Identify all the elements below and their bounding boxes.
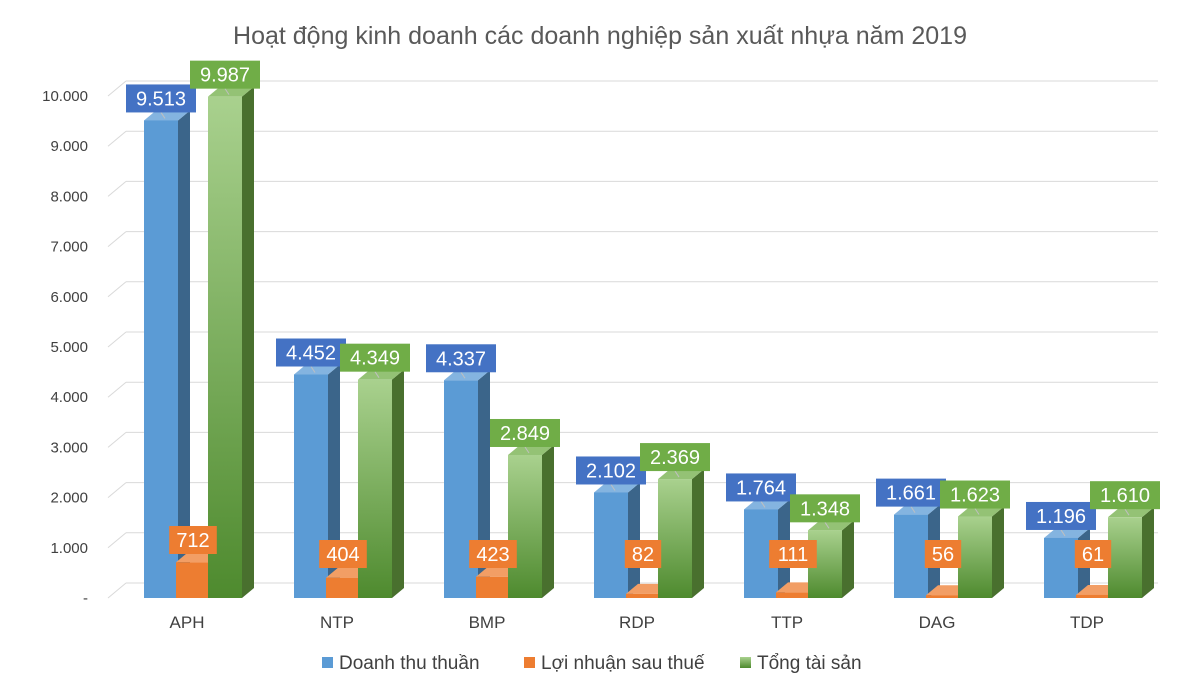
y-tick-label: 9.000 xyxy=(50,138,88,155)
y-tick-label: 3.000 xyxy=(50,439,88,456)
data-label-dag-series-1: 1.661 xyxy=(876,478,946,513)
legend-item-1: Doanh thu thuần xyxy=(322,653,480,674)
data-label-ntp-series-1: 4.452 xyxy=(276,338,346,373)
data-label-ntp-series-3: 4.349 xyxy=(340,343,410,378)
svg-text:1.661: 1.661 xyxy=(886,483,936,505)
y-tick-label: 10.000 xyxy=(42,88,88,105)
y-tick-label: 5.000 xyxy=(50,339,88,356)
x-axis: APH NTP BMP RDP TTP DAG TDP xyxy=(170,613,1104,632)
svg-text:4.452: 4.452 xyxy=(286,343,336,365)
gridline-diagonal xyxy=(107,80,127,97)
data-label-ttp-series-2: 111 xyxy=(769,540,817,568)
gridline-diagonal xyxy=(107,482,127,498)
svg-text:1.610: 1.610 xyxy=(1100,485,1150,507)
legend-label: Tổng tài sản xyxy=(757,653,862,674)
gridline-diagonal xyxy=(107,281,127,298)
legend-label: Doanh thu thuần xyxy=(339,653,480,674)
y-tick-label: - xyxy=(83,590,88,607)
x-tick-label: DAG xyxy=(919,613,956,632)
gridline-diagonal xyxy=(107,432,127,448)
data-label-tdp-series-3: 1.610 xyxy=(1090,481,1160,516)
y-tick-label: 6.000 xyxy=(50,289,88,306)
data-label-dag-series-2: 56 xyxy=(924,540,962,568)
data-label-rdp-series-2: 82 xyxy=(624,540,662,568)
svg-text:4.337: 4.337 xyxy=(436,348,486,370)
gridline-diagonal xyxy=(107,381,127,398)
gridline-diagonal xyxy=(107,181,127,197)
y-tick-label: 2.000 xyxy=(50,490,88,507)
svg-text:1.764: 1.764 xyxy=(736,477,786,499)
x-tick-label: BMP xyxy=(469,613,506,632)
svg-text:9.513: 9.513 xyxy=(136,88,186,110)
svg-text:1.348: 1.348 xyxy=(800,498,850,520)
svg-text:82: 82 xyxy=(632,544,654,566)
chart-title: Hoạt động kinh doanh các doanh nghiệp sả… xyxy=(233,22,967,50)
gridline-diagonal xyxy=(107,231,127,247)
x-tick-label: APH xyxy=(170,613,205,632)
data-label-rdp-series-1: 2.102 xyxy=(576,456,646,491)
legend: Doanh thu thuần Lợi nhuận sau thuế Tổng tà… xyxy=(322,653,862,674)
svg-text:404: 404 xyxy=(326,544,359,566)
y-tick-label: 1.000 xyxy=(50,540,88,557)
svg-text:423: 423 xyxy=(476,544,509,566)
data-label-bmp-series-1: 4.337 xyxy=(426,344,496,379)
svg-text:4.349: 4.349 xyxy=(350,348,400,370)
legend-swatch xyxy=(524,657,535,668)
svg-text:1.196: 1.196 xyxy=(1036,506,1086,528)
svg-text:111: 111 xyxy=(778,544,808,566)
svg-text:56: 56 xyxy=(932,544,954,566)
data-label-bmp-series-3: 2.849 xyxy=(490,418,560,454)
svg-text:2.849: 2.849 xyxy=(500,423,550,445)
data-label-aph-series-2: 712 xyxy=(169,526,217,554)
x-tick-label: RDP xyxy=(619,613,655,632)
bar-aph-series-3 xyxy=(208,86,254,599)
data-label-rdp-series-3: 2.369 xyxy=(640,443,710,478)
legend-swatch xyxy=(740,657,751,668)
data-label-tdp-series-2: 61 xyxy=(1074,540,1112,568)
data-label-ttp-series-3: 1.348 xyxy=(790,494,860,529)
data-label-bmp-series-2: 423 xyxy=(469,540,517,568)
data-label-ntp-series-2: 404 xyxy=(319,540,367,568)
gridline-diagonal xyxy=(107,130,127,147)
bar-ntp-series-1 xyxy=(294,364,340,598)
legend-swatch xyxy=(322,657,333,668)
svg-text:61: 61 xyxy=(1082,544,1104,566)
bar-rdp-series-3 xyxy=(658,469,704,598)
bar-bmp-series-3 xyxy=(508,444,554,598)
svg-text:2.102: 2.102 xyxy=(586,460,636,482)
x-tick-label: TTP xyxy=(771,613,803,632)
svg-text:9.987: 9.987 xyxy=(200,65,250,87)
legend-label: Lợi nhuận sau thuế xyxy=(541,653,705,674)
y-tick-label: 8.000 xyxy=(50,188,88,205)
svg-text:1.623: 1.623 xyxy=(950,485,1000,507)
gridline-diagonal xyxy=(107,532,127,549)
bar-ttp-series-3 xyxy=(808,520,854,598)
data-label-ttp-series-1: 1.764 xyxy=(726,473,796,508)
svg-text:712: 712 xyxy=(176,530,209,552)
bar-rdp-series-1 xyxy=(594,482,640,598)
bar-aph-series-1 xyxy=(144,110,190,599)
bar-tdp-series-3 xyxy=(1108,507,1154,598)
y-tick-label: 4.000 xyxy=(50,389,88,406)
data-label-dag-series-3: 1.623 xyxy=(940,480,1010,515)
legend-item-3: Tổng tài sản xyxy=(740,653,862,674)
data-label-tdp-series-1: 1.196 xyxy=(1026,501,1096,537)
bar-dag-series-3 xyxy=(958,506,1004,598)
bar-dag-series-1 xyxy=(894,504,940,598)
gridline-diagonal xyxy=(107,331,127,348)
gridline-diagonal xyxy=(107,582,127,599)
data-label-aph-series-1: 9.513 xyxy=(126,84,196,119)
x-tick-label: TDP xyxy=(1070,613,1104,632)
data-labels-layer: 9.513 712 9.987 4.452 404 4.349 4.337 423 2.849 2… xyxy=(126,60,1160,568)
svg-text:2.369: 2.369 xyxy=(650,447,700,469)
x-tick-label: NTP xyxy=(320,613,354,632)
data-label-aph-series-3: 9.987 xyxy=(190,60,260,95)
y-axis: - 1.000 2.000 3.000 4.000 5.000 6.000 7.000 8.00… xyxy=(42,88,88,607)
y-tick-label: 7.000 xyxy=(50,239,88,256)
legend-item-2: Lợi nhuận sau thuế xyxy=(524,653,705,674)
